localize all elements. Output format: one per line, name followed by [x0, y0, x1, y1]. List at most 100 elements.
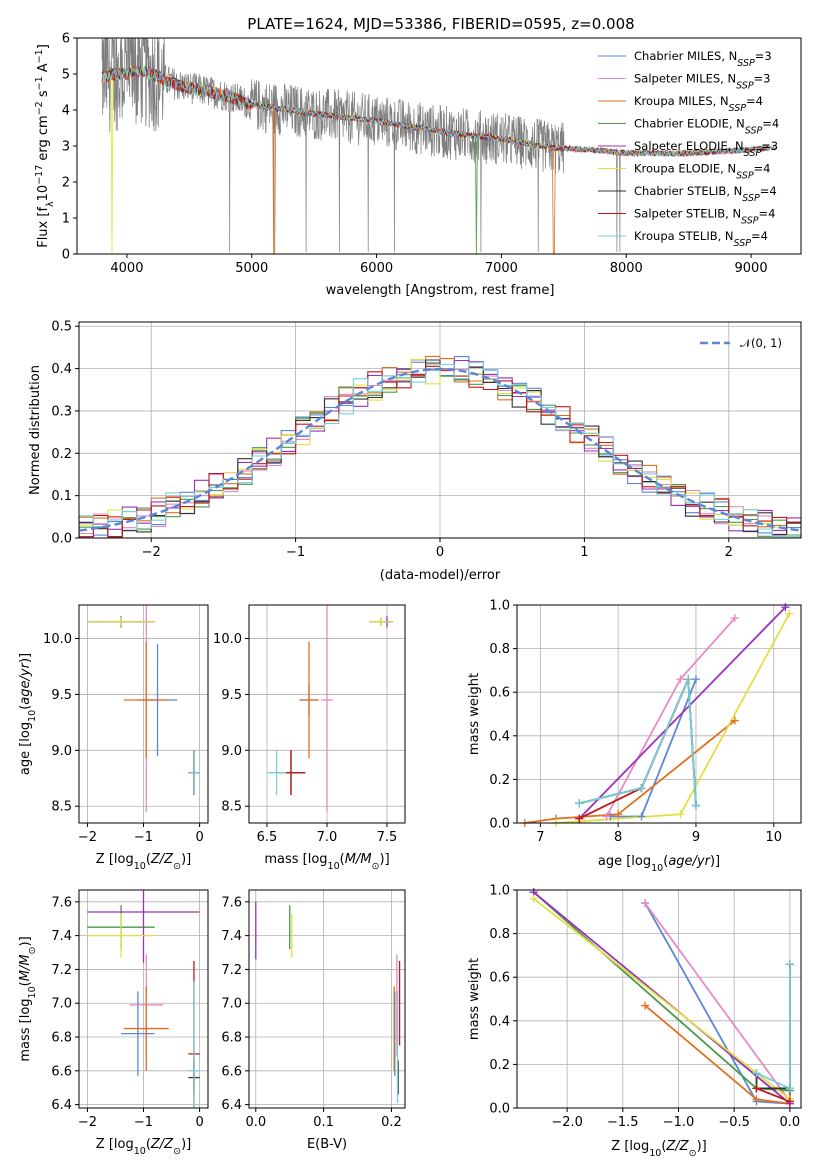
- legend-entry: Chabrier MILES, NSSP=3: [634, 49, 772, 69]
- y-tick-label: 7.6: [51, 895, 72, 910]
- y-tick-label: 0.2: [489, 1058, 510, 1073]
- plot-area: [533, 891, 791, 1105]
- x-tick-label: −1: [286, 545, 305, 560]
- y-tick-label: 1: [62, 212, 70, 227]
- figure-title: PLATE=1624, MJD=53386, FIBERID=0595, z=0…: [247, 15, 634, 33]
- y-tick-label: 6.4: [51, 1098, 72, 1113]
- axes-frame: [516, 889, 802, 1109]
- y-axis-label: age [log10(age/yr)]: [18, 653, 38, 775]
- weight-line: [578, 678, 697, 806]
- x-tick-label: −2: [142, 545, 161, 560]
- x-tick-label: 0.0: [245, 1115, 266, 1130]
- panel-mass_vs_ebv: 0.0 0.1 0.2 6.4 6.6 6.8 7.0 7.2 7.4 7.6 E(B-V): [221, 889, 406, 1152]
- y-tick-label: 6.8: [51, 1031, 72, 1046]
- weight-marker: [691, 801, 700, 810]
- weight-marker: [529, 894, 538, 903]
- y-tick-label: 5: [62, 68, 70, 83]
- grid: [517, 604, 801, 824]
- y-tick-label: 0.4: [51, 362, 72, 377]
- plot-area: [87, 605, 200, 812]
- y-tick-label: 0.6: [489, 686, 510, 701]
- x-tick-label: 0: [195, 830, 203, 845]
- weight-marker: [730, 716, 739, 725]
- x-tick-label: 0.2: [381, 1115, 402, 1130]
- y-tick-label: 0.0: [51, 532, 72, 547]
- y-tick-label: 7.4: [51, 929, 72, 944]
- x-tick-label: −1.0: [663, 1115, 695, 1130]
- y-axis-label: mass weight: [467, 958, 482, 1040]
- weight-marker: [637, 784, 646, 793]
- y-tick-label: 0.6: [489, 971, 510, 986]
- weight-line: [755, 964, 791, 1090]
- weight-marker: [575, 799, 584, 808]
- panel-spectrum: 4000 5000 6000 7000 8000 9000 0 1 2 3 4 5 6 wavelengt…: [34, 32, 802, 298]
- x-tick-label: 5000: [235, 261, 268, 276]
- x-tick-label: 0: [436, 545, 444, 560]
- x-tick-label: −1: [134, 830, 153, 845]
- grid: [249, 890, 405, 1108]
- y-tick-label: 6.6: [221, 1064, 242, 1079]
- legend-entry: Kroupa STELIB, NSSP=4: [634, 229, 768, 249]
- y-tick-label: 7.6: [221, 895, 242, 910]
- x-tick-label: 1: [580, 545, 588, 560]
- x-tick-label: 7: [536, 830, 544, 845]
- y-tick-label: 7.2: [51, 963, 72, 978]
- y-tick-label: 0.0: [489, 1102, 510, 1117]
- legend-entry: Kroupa ELODIE, NSSP=4: [634, 162, 771, 182]
- y-tick-label: 0.4: [489, 1014, 510, 1029]
- y-tick-label: 4: [62, 104, 70, 119]
- plot-area: [255, 901, 401, 1103]
- y-axis-label: mass [log10(M/M⊙)]: [18, 936, 38, 1061]
- x-axis-label: Z [log10(Z/Z⊙)]: [611, 1139, 706, 1159]
- legend-entry: Kroupa MILES, NSSP=4: [634, 94, 763, 114]
- weight-marker: [752, 1069, 761, 1078]
- x-tick-label: 10: [765, 830, 782, 845]
- legend-entry: Chabrier ELODIE, NSSP=4: [634, 117, 779, 137]
- weight-line: [605, 617, 736, 817]
- weight-marker: [785, 1084, 794, 1093]
- x-axis-label: Z [log10(Z/Z⊙)]: [96, 1137, 191, 1157]
- legend-entry: Salpeter ELODIE, NSSP=3: [634, 139, 778, 159]
- x-axis-label: wavelength [Angstrom, rest frame]: [326, 283, 555, 298]
- x-tick-label: 7.0: [317, 830, 338, 845]
- y-tick-label: 9.0: [51, 744, 72, 759]
- weight-line: [533, 897, 791, 1101]
- weight-marker: [575, 814, 584, 823]
- y-tick-label: 2: [62, 176, 70, 191]
- grid: [79, 890, 208, 1108]
- x-tick-label: 7.5: [377, 830, 398, 845]
- model-spectrum: [101, 64, 770, 158]
- x-tick-label: 8000: [610, 261, 643, 276]
- x-tick-label: −1.5: [607, 1115, 639, 1130]
- weight-marker: [676, 810, 685, 819]
- x-tick-label: −1: [134, 1115, 153, 1130]
- weight-marker: [637, 812, 646, 821]
- y-axis-label: Normed distribution: [28, 365, 43, 495]
- x-axis-label: Z [log10(Z/Z⊙)]: [96, 852, 191, 872]
- weight-line: [578, 678, 690, 820]
- y-tick-label: 0.8: [489, 642, 510, 657]
- y-tick-label: 9.5: [221, 688, 242, 703]
- x-tick-label: −2.0: [551, 1115, 583, 1130]
- y-tick-label: 6: [62, 32, 70, 47]
- weight-marker: [614, 810, 623, 819]
- x-tick-label: −2: [78, 830, 97, 845]
- y-tick-label: 10.0: [43, 632, 72, 647]
- y-tick-label: 0.0: [489, 817, 510, 832]
- residual-histogram: [79, 361, 801, 538]
- legend-entry: 𝒩(0, 1): [740, 336, 782, 350]
- x-axis-label: (data-model)/error: [380, 568, 501, 583]
- y-tick-label: 1.0: [489, 599, 510, 614]
- x-tick-label: 7000: [485, 261, 518, 276]
- y-axis-label: Flux [fλ10−17 erg cm−2 s−1 A−1]: [34, 44, 56, 248]
- weight-line: [578, 678, 697, 806]
- x-tick-label: 4000: [110, 261, 143, 276]
- y-tick-label: 0.5: [51, 320, 72, 335]
- weight-marker: [785, 609, 794, 618]
- panel-age_vs_mass: 6.5 7.0 7.5 8.5 9.0 9.5 10.0 mass [log10(M/M⊙)]: [213, 604, 406, 872]
- weight-marker: [641, 899, 650, 908]
- weight-marker: [730, 614, 739, 623]
- plot-area: [524, 606, 791, 823]
- legend: Chabrier MILES, NSSP=3 Salpeter MILES, NS…: [598, 49, 779, 249]
- grid: [79, 605, 208, 823]
